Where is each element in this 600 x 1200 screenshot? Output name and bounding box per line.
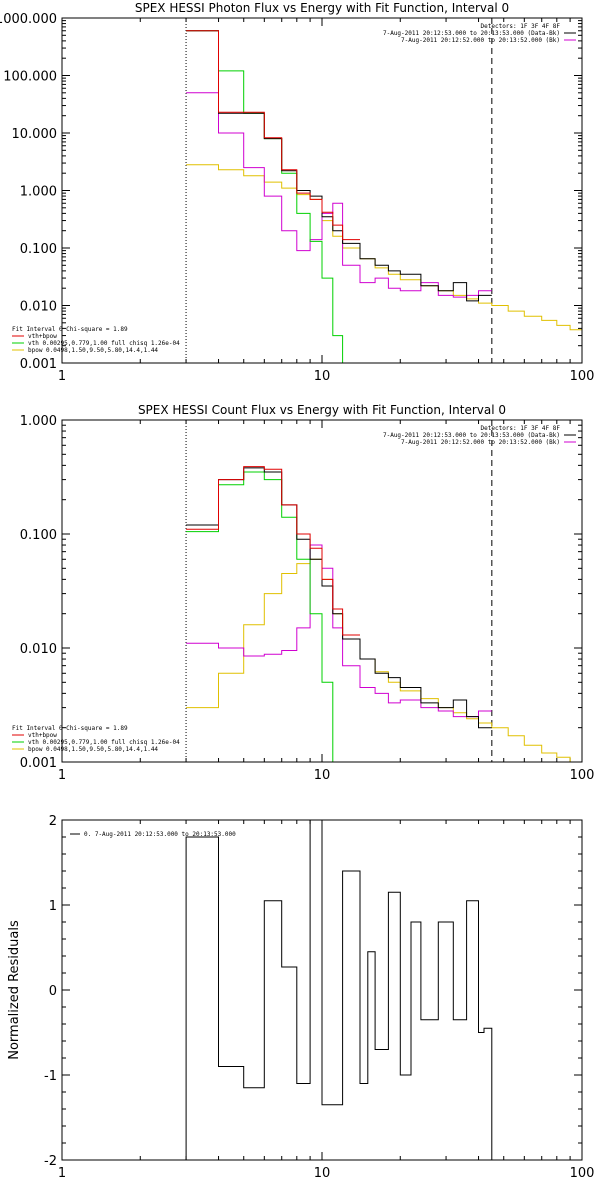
y-tick-label: 0 <box>49 984 57 999</box>
series-bpow <box>186 164 582 331</box>
x-tick-label: 100 <box>570 1166 595 1181</box>
y-tick-label: 0.001 <box>20 357 57 372</box>
y-tick-label: 2 <box>49 814 57 829</box>
series-bpow <box>186 558 582 762</box>
x-tick-label: 10 <box>314 369 331 384</box>
x-tick-label: 100 <box>570 768 595 783</box>
legend-label: 7-Aug-2011 20:12:52.000 to 20:13:52.000 … <box>401 37 560 44</box>
series-model_total <box>186 30 360 241</box>
series-data <box>185 820 493 1160</box>
x-tick-label: 1 <box>58 1166 66 1181</box>
plot-frame <box>61 819 583 1161</box>
legend-label: 0. 7-Aug-2011 20:12:53.000 to 20:13:53.0… <box>84 831 236 838</box>
legend-label: 7-Aug-2011 20:12:52.000 to 20:13:52.000 … <box>401 439 560 446</box>
y-tick-label: 0.010 <box>20 642 57 657</box>
y-axis-label: Normalized Residuals <box>7 920 22 1060</box>
x-tick-label: 10 <box>314 1166 331 1181</box>
y-tick-label: -2 <box>44 1154 57 1169</box>
series-bk <box>186 92 492 298</box>
y-tick-label: 10.000 <box>12 127 58 142</box>
legend-label: vth+bpow <box>28 732 57 739</box>
legend-label: 7-Aug-2011 20:12:53.000 to 20:13:53.000 … <box>383 432 560 439</box>
y-tick-label: 1.000 <box>20 185 57 200</box>
y-tick-label: 1 <box>49 899 57 914</box>
series-bk <box>186 544 492 718</box>
y-tick-label: 1.000 <box>20 414 57 429</box>
legend-label: vth 0.00295,0.779,1.00 full chisq 1.26e-… <box>28 739 180 746</box>
y-tick-label: 0.010 <box>20 300 57 315</box>
legend-label: Detectors: 1F 3F 4F 8F <box>481 23 561 30</box>
legend-label: Fit Interval 0 Chi-square = 1.89 <box>12 326 128 333</box>
chart-title: SPEX HESSI Count Flux vs Energy with Fit… <box>138 403 506 417</box>
series-vth <box>186 471 334 762</box>
legend-label: vth 0.00295,0.779,1.00 full chisq 1.26e-… <box>28 340 180 347</box>
legend-label: bpow 0.0498,1.50,9.50,5.80,14.4,1.44 <box>28 746 158 753</box>
legend-label: vth+bpow <box>28 333 57 340</box>
y-tick-label: 100.000 <box>3 70 57 85</box>
series-data <box>186 467 492 729</box>
chart-photon: SPEX HESSI Photon Flux vs Energy with Fi… <box>0 1 594 384</box>
legend-label: bpow 0.0498,1.50,9.50,5.80,14.4,1.44 <box>28 347 158 354</box>
plot-frame <box>61 419 583 763</box>
series-vth <box>186 30 344 363</box>
plot-frame <box>61 17 583 364</box>
legend-label: 7-Aug-2011 20:12:53.000 to 20:13:53.000 … <box>383 30 560 37</box>
series-model_total <box>186 466 360 636</box>
y-tick-label: 1000.000 <box>0 12 57 27</box>
chart-title: SPEX HESSI Photon Flux vs Energy with Fi… <box>135 1 509 15</box>
y-tick-label: 0.100 <box>20 528 57 543</box>
x-tick-label: 100 <box>570 369 595 384</box>
x-tick-label: 1 <box>58 768 66 783</box>
legend-label: Detectors: 1F 3F 4F 8F <box>481 425 561 432</box>
y-tick-label: 0.100 <box>20 242 57 257</box>
y-tick-label: -1 <box>44 1069 57 1084</box>
chart-count: SPEX HESSI Count Flux vs Energy with Fit… <box>12 403 594 783</box>
legend-label: Fit Interval 0 Chi-square = 1.89 <box>12 725 128 732</box>
y-tick-label: 0.001 <box>20 756 57 771</box>
x-tick-label: 1 <box>58 369 66 384</box>
x-tick-label: 10 <box>314 768 331 783</box>
